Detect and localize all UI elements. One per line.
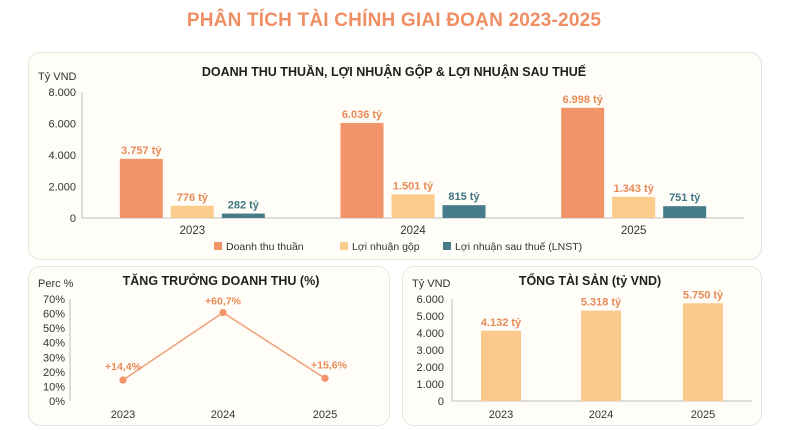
chart3-y-tick-label: 3.000 xyxy=(416,345,444,357)
chart1-x-tick-label: 2023 xyxy=(180,225,206,237)
chart1-data-label: 1.501 tỷ xyxy=(393,180,434,192)
chart1-title: DOANH THU THUẦN, LỢI NHUẬN GỘP & LỢI NHU… xyxy=(202,64,586,79)
chart1-y-tick-label: 4.000 xyxy=(48,150,76,162)
chart1-legend-label: Lợi nhuận sau thuế (LNST) xyxy=(455,241,582,253)
chart2-y-tick-label: 40% xyxy=(43,338,65,350)
revenue-profit-panel xyxy=(28,52,762,260)
chart2-series-line xyxy=(122,311,326,381)
chart1-legend-swatch xyxy=(340,242,348,250)
chart1-legend-swatch xyxy=(443,242,451,250)
chart2-data-label: +14,4% xyxy=(105,361,142,373)
chart2-data-label: +60,7% xyxy=(205,296,242,308)
chart1-bar xyxy=(612,196,656,218)
chart3-bar xyxy=(481,330,521,401)
page-title: PHÂN TÍCH TÀI CHÍNH GIAI ĐOẠN 2023-2025 xyxy=(186,10,602,31)
chart1-legend-label: Doanh thu thuần xyxy=(226,241,304,253)
chart1-bar xyxy=(391,194,435,218)
chart3-bar xyxy=(683,303,723,401)
chart2-data-label: +15,6% xyxy=(311,359,348,371)
chart3-y-tick-label: 0 xyxy=(438,396,444,408)
chart1-y-tick-label: 2.000 xyxy=(48,182,76,194)
chart3-x-tick-label: 2024 xyxy=(589,409,613,421)
chart3-data-label: 4.132 tỷ xyxy=(481,317,522,329)
chart1-data-label: 815 tỷ xyxy=(448,191,480,203)
chart2-point xyxy=(119,376,127,384)
chart1-bar xyxy=(561,107,605,218)
chart1-bar xyxy=(221,213,265,218)
chart1-data-label: 6.036 tỷ xyxy=(342,109,383,121)
chart2-x-tick-label: 2025 xyxy=(313,409,337,421)
chart1-data-label: 751 tỷ xyxy=(669,192,701,204)
chart2-x-tick-label: 2024 xyxy=(211,409,235,421)
chart3-data-label: 5.750 tỷ xyxy=(683,289,724,301)
chart2-point xyxy=(219,308,227,317)
chart3-y-tick-label: 1.000 xyxy=(416,379,444,391)
chart1-data-label: 282 tỷ xyxy=(228,200,260,212)
revenue-growth-panel xyxy=(28,266,390,426)
chart1-y-tick-label: 6.000 xyxy=(48,119,76,131)
chart2-x-tick-label: 2023 xyxy=(111,409,135,421)
chart1-y-axis-label: Tỷ VND xyxy=(38,71,77,83)
chart2-y-axis-label: Perc % xyxy=(38,278,74,290)
chart1-data-label: 6.998 tỷ xyxy=(562,94,603,106)
chart3-y-tick-label: 5.000 xyxy=(416,311,444,323)
chart1-x-tick-label: 2025 xyxy=(621,225,647,237)
chart2-y-tick-label: 50% xyxy=(43,323,65,335)
chart3-x-tick-label: 2023 xyxy=(489,409,513,421)
chart3-data-label: 5.318 tỷ xyxy=(581,297,622,309)
chart2-y-tick-label: 10% xyxy=(43,381,65,393)
chart2-y-tick-label: 70% xyxy=(43,294,65,306)
chart1-bar xyxy=(170,205,214,218)
chart3-y-tick-label: 4.000 xyxy=(416,328,444,340)
chart1-bar xyxy=(340,122,384,218)
chart1-bar xyxy=(663,206,707,218)
chart3-y-tick-label: 2.000 xyxy=(416,362,444,374)
chart1-y-tick-label: 0 xyxy=(70,213,76,225)
chart1-data-label: 3.757 tỷ xyxy=(121,145,162,157)
chart2-y-tick-label: 20% xyxy=(43,367,65,379)
chart1-bar xyxy=(442,205,486,218)
chart1-x-tick-label: 2024 xyxy=(400,225,426,237)
chart2-point xyxy=(321,374,329,382)
chart1-bar xyxy=(119,158,163,218)
chart3-y-axis-label: Tỷ VND xyxy=(412,278,451,290)
chart1-y-tick-label: 8.000 xyxy=(48,87,76,99)
chart3-x-tick-label: 2025 xyxy=(691,409,715,421)
chart2-y-tick-label: 0% xyxy=(49,396,65,408)
chart1-legend-swatch xyxy=(214,242,222,250)
chart3-title: TỔNG TÀI SẢN (tỷ VND) xyxy=(519,273,661,288)
chart3-y-tick-label: 6.000 xyxy=(416,294,444,306)
chart1-legend-label: Lợi nhuận gộp xyxy=(352,241,420,253)
chart3-bar xyxy=(581,310,621,401)
chart2-y-tick-label: 60% xyxy=(43,309,65,321)
chart2-y-tick-label: 30% xyxy=(43,352,65,364)
chart1-data-label: 776 tỷ xyxy=(177,192,209,204)
chart2-title: TĂNG TRƯỞNG DOANH THU (%) xyxy=(123,273,320,288)
chart1-data-label: 1.343 tỷ xyxy=(613,183,654,195)
